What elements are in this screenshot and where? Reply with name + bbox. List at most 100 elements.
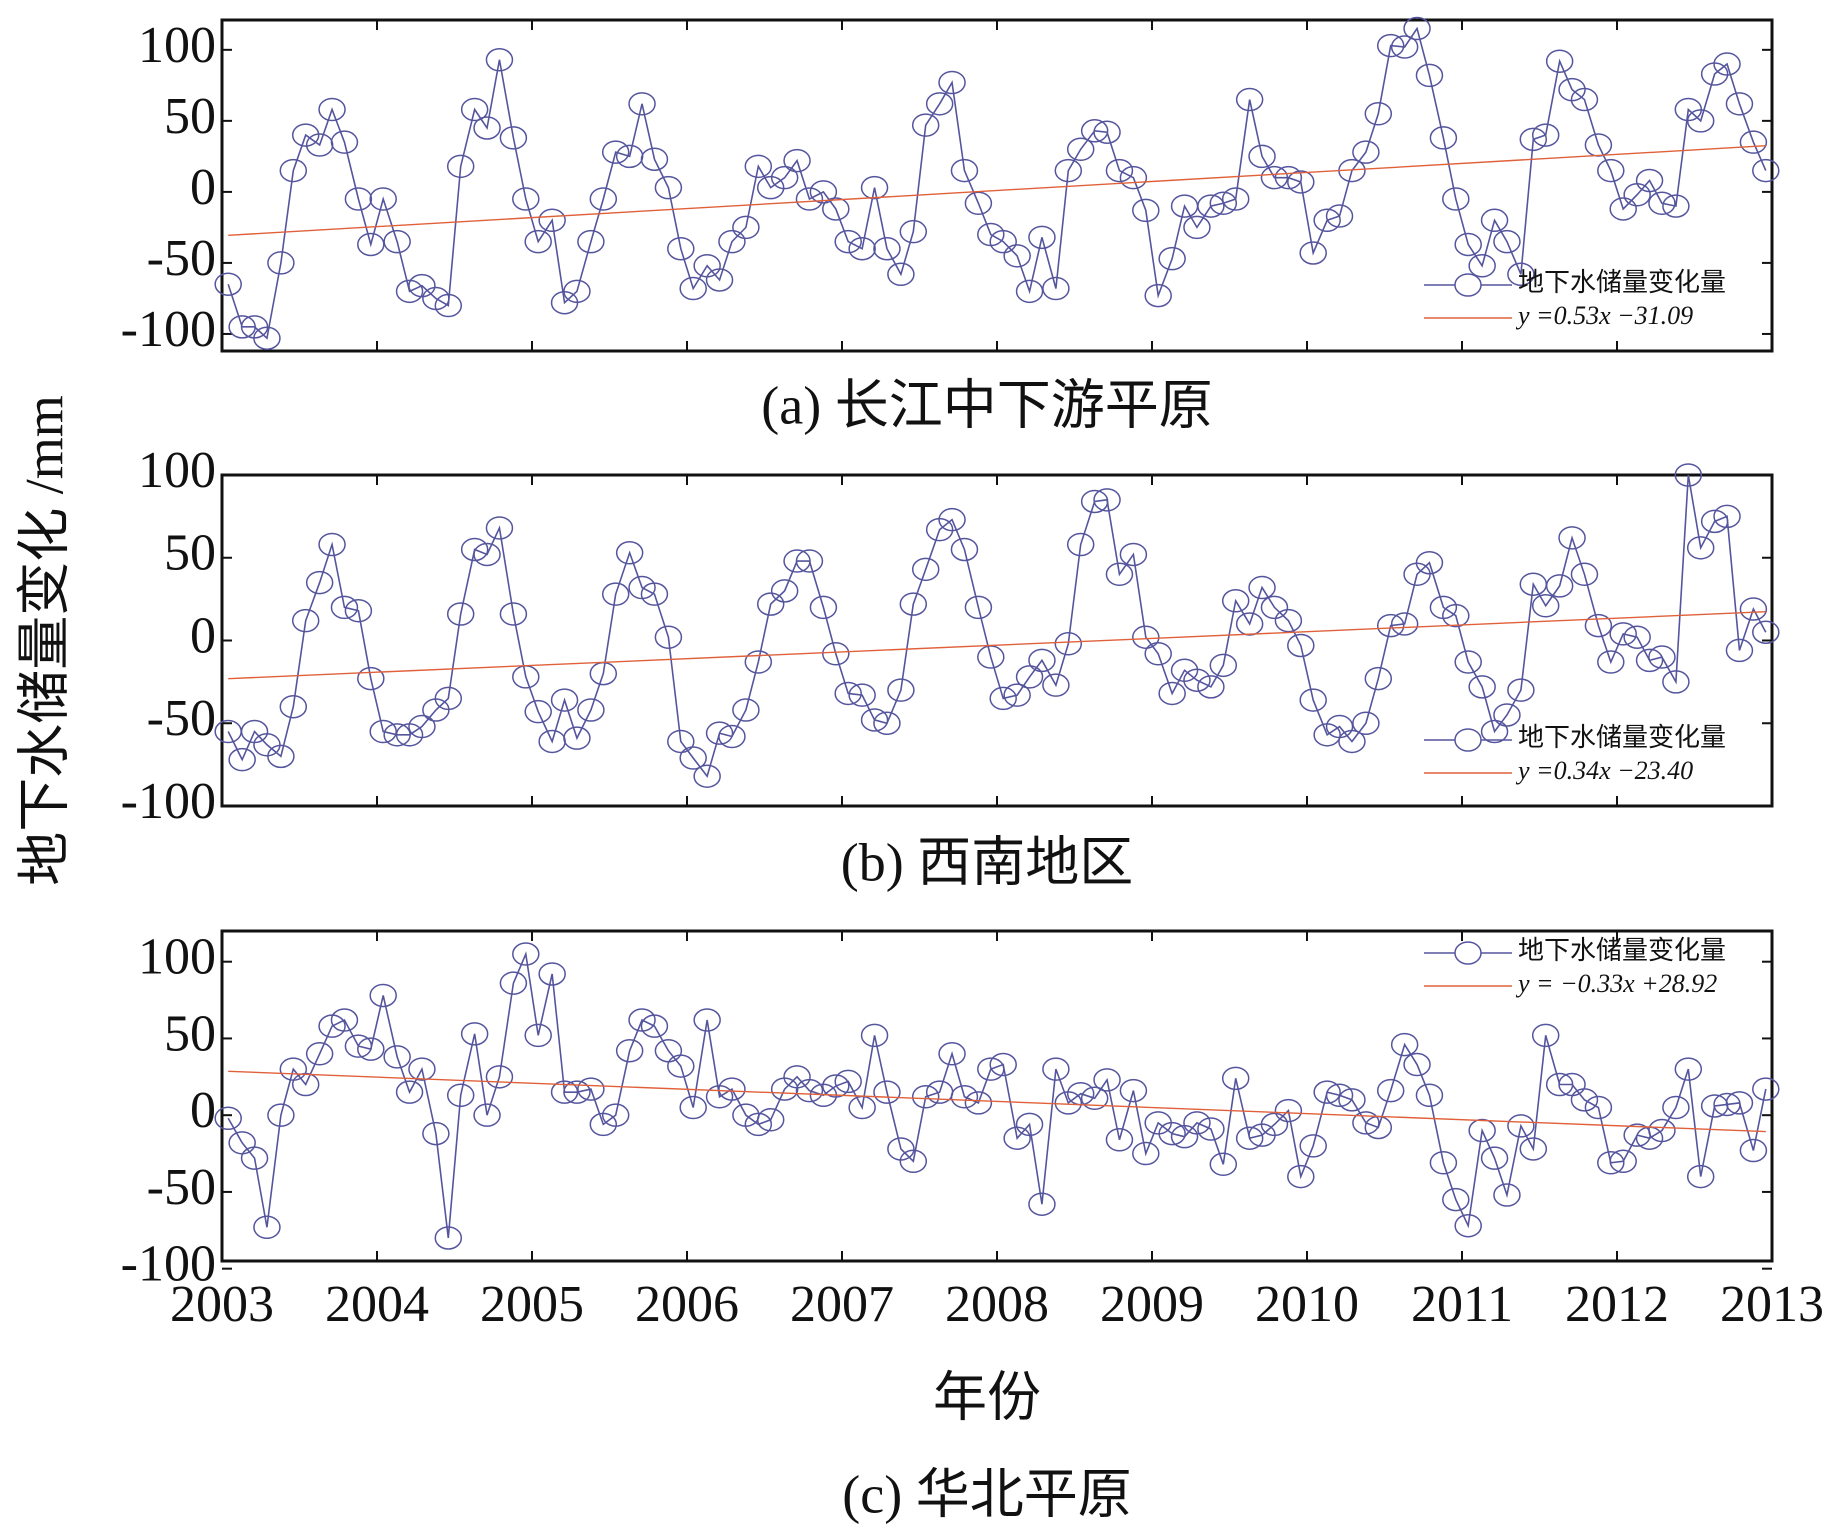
data-marker	[1570, 87, 1599, 112]
data-marker	[950, 158, 979, 183]
data-marker	[615, 1038, 644, 1063]
data-marker	[1209, 1152, 1238, 1177]
data-marker	[1648, 645, 1676, 669]
data-marker	[1686, 109, 1715, 133]
data-marker	[305, 1042, 334, 1066]
data-marker	[1493, 1183, 1521, 1207]
data-marker	[253, 326, 281, 350]
data-marker	[1221, 589, 1250, 613]
data-marker	[305, 133, 334, 157]
data-marker	[732, 698, 760, 722]
data-marker	[1480, 208, 1509, 233]
data-marker	[538, 962, 566, 986]
data-marker	[434, 686, 463, 711]
trend-line	[228, 611, 1766, 680]
data-marker	[1132, 1141, 1160, 1166]
data-marker	[1338, 729, 1366, 754]
data-marker	[1390, 612, 1419, 636]
data-marker	[795, 549, 824, 573]
legend-label: y =0.34x −23.40	[1515, 756, 1693, 785]
data-marker	[1415, 1083, 1444, 1107]
data-marker	[1454, 650, 1482, 674]
data-marker	[1570, 562, 1599, 587]
data-marker	[925, 92, 954, 116]
data-marker	[964, 1091, 993, 1115]
data-marker	[873, 236, 901, 261]
data-marker	[1674, 1057, 1703, 1081]
legend-label: y = −0.33x +28.92	[1515, 969, 1717, 998]
data-marker	[330, 595, 359, 620]
data-marker	[1403, 1052, 1431, 1077]
data-marker	[744, 154, 773, 179]
legend-label: 地下水储量变化量	[1518, 268, 1726, 297]
data-marker	[473, 1103, 501, 1127]
data-marker	[1364, 102, 1393, 126]
data-marker	[1299, 1134, 1327, 1158]
data-marker	[1158, 246, 1186, 271]
data-marker	[267, 1103, 295, 1127]
x-tick-label: 2005	[480, 1276, 584, 1333]
data-marker	[1531, 1023, 1560, 1048]
data-marker	[563, 279, 591, 304]
data-marker	[524, 229, 552, 254]
x-tick-label: 2004	[325, 1276, 429, 1333]
data-marker	[1507, 678, 1535, 702]
data-marker	[1725, 1091, 1754, 1115]
data-marker	[1105, 562, 1134, 587]
data-marker	[834, 229, 862, 254]
data-marker	[1376, 1078, 1405, 1103]
data-marker	[434, 1226, 463, 1250]
trend-line	[228, 145, 1766, 237]
data-marker	[1739, 597, 1768, 621]
data-marker	[718, 1077, 746, 1101]
data-marker	[550, 1080, 579, 1104]
x-tick-label: 2008	[945, 1276, 1049, 1333]
data-marker	[1390, 35, 1419, 59]
data-marker	[577, 1077, 605, 1101]
data-marker	[1080, 1086, 1109, 1111]
data-marker	[1648, 191, 1676, 216]
data-marker	[369, 187, 397, 211]
data-marker	[1468, 1118, 1496, 1143]
data-marker	[1119, 1078, 1148, 1103]
data-marker	[279, 694, 308, 719]
data-marker	[563, 1080, 591, 1104]
data-marker	[989, 686, 1017, 711]
data-marker	[1287, 1164, 1315, 1189]
data-marker	[1054, 632, 1083, 656]
data-marker	[267, 744, 295, 769]
data-marker	[654, 625, 683, 649]
data-marker	[1183, 1111, 1211, 1135]
data-marker	[1507, 1114, 1535, 1138]
data-marker	[705, 721, 734, 745]
data-marker	[795, 1078, 824, 1103]
data-marker	[1739, 130, 1768, 154]
data-marker	[1299, 241, 1327, 265]
data-marker	[1080, 119, 1109, 143]
data-marker	[667, 1054, 695, 1078]
data-marker	[1313, 1080, 1341, 1104]
data-marker	[1235, 612, 1264, 636]
data-marker	[1119, 165, 1148, 190]
x-tick-label: 2009	[1100, 1276, 1204, 1333]
data-marker	[1352, 140, 1380, 164]
x-tick-label: 2013	[1720, 1276, 1824, 1333]
data-marker	[1584, 1095, 1613, 1120]
data-marker	[1507, 262, 1535, 287]
data-marker	[911, 1085, 940, 1109]
panel-caption: (b) 西南地区	[841, 832, 1133, 892]
data-marker	[1531, 593, 1560, 618]
legend-label: y =0.53x −31.09	[1515, 301, 1693, 330]
data-marker	[1132, 198, 1160, 223]
data-marker	[1105, 158, 1134, 183]
data-marker	[214, 1106, 242, 1131]
data-marker	[899, 592, 928, 616]
data-marker	[756, 1108, 785, 1132]
data-marker	[1635, 168, 1664, 193]
data-marker	[524, 1023, 552, 1048]
data-marker	[460, 1022, 489, 1046]
data-marker	[899, 219, 928, 244]
data-marker	[1700, 509, 1729, 534]
data-marker	[1713, 1092, 1741, 1117]
